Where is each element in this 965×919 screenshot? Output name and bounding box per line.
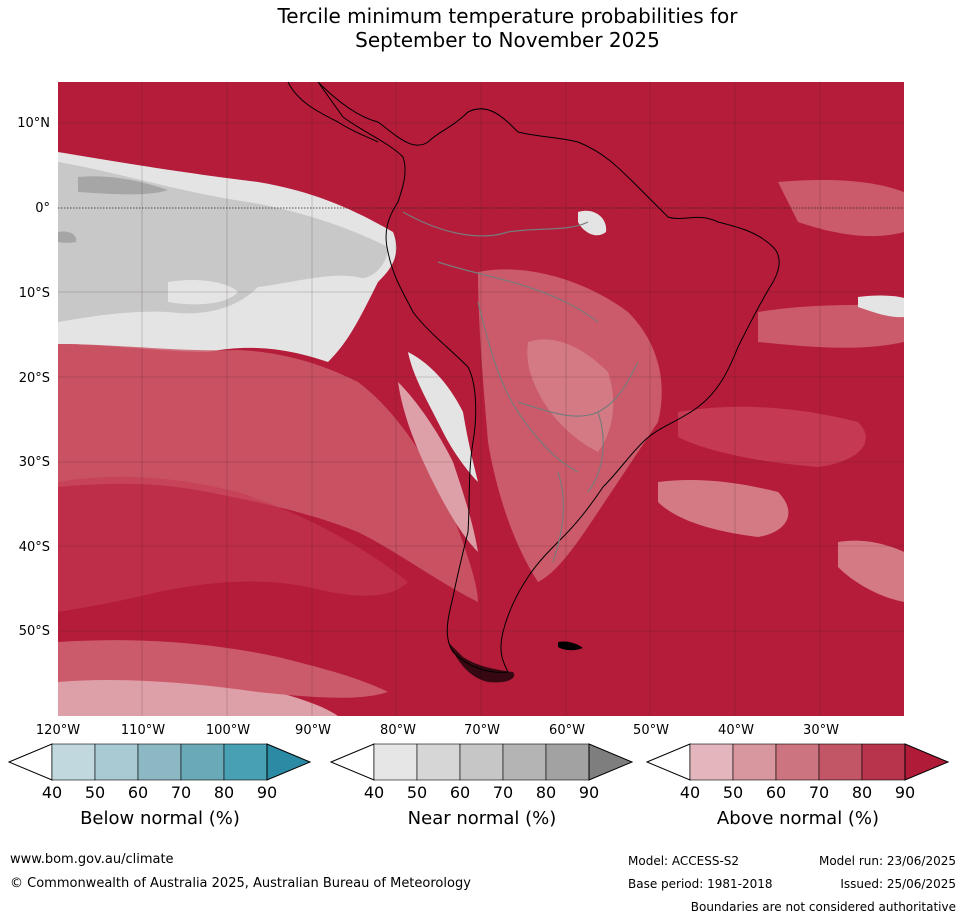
colorbar-swatch <box>904 743 950 781</box>
colorbar-near-svg <box>329 743 634 781</box>
above-normal-title: Above normal (%) <box>716 808 880 829</box>
colorbar-above-svg <box>645 743 950 781</box>
above-normal-80-band <box>58 476 408 612</box>
lat-label-30s: 30°S <box>18 455 50 470</box>
lon-label-40w: 40°W <box>718 723 754 738</box>
colorbar-swatch <box>732 743 777 781</box>
below-tick-40: 40 <box>41 783 63 802</box>
above-tick-90: 90 <box>894 783 916 802</box>
near-tick-70: 70 <box>492 783 514 802</box>
below-tick-80: 80 <box>213 783 235 802</box>
lon-label-120w: 120°W <box>35 723 81 738</box>
above-tick-70: 70 <box>808 783 830 802</box>
near-tick-90: 90 <box>578 783 600 802</box>
lon-label-60w: 60°W <box>549 723 585 738</box>
model-run-text: Model run: 23/06/2025 <box>818 854 956 868</box>
below-tick-70: 70 <box>170 783 192 802</box>
colorbar-swatch <box>545 743 590 781</box>
lon-label-70w: 70°W <box>464 723 500 738</box>
below-tick-50: 50 <box>84 783 106 802</box>
colorbar-swatch <box>51 743 96 781</box>
colorbar-swatch <box>645 743 691 781</box>
above-normal-70-band <box>58 344 478 602</box>
lon-label-30w: 30°W <box>803 723 839 738</box>
colorbar-swatch <box>861 743 906 781</box>
lat-label-0: 0° <box>35 201 50 216</box>
chile-coastal-strip-2 <box>398 382 478 552</box>
colorbar-swatch <box>137 743 182 781</box>
lon-label-80w: 80°W <box>380 723 416 738</box>
atlantic-above-60 <box>658 480 904 602</box>
near-normal-title: Near normal (%) <box>407 808 557 829</box>
near-normal-region-50-b <box>168 280 238 305</box>
lon-label-100w: 100°W <box>205 723 251 738</box>
bom-url-link[interactable]: www.bom.gov.au/climate <box>10 852 174 867</box>
issued-text: Issued: 25/06/2025 <box>840 877 956 891</box>
above-tick-80: 80 <box>851 783 873 802</box>
country-borders <box>402 211 639 563</box>
colorbar-swatch <box>94 743 139 781</box>
near-normal-region-60 <box>58 162 388 322</box>
colorbar-swatch <box>502 743 547 781</box>
title-line-2: September to November 2025 <box>355 28 660 52</box>
map-svg <box>58 81 904 716</box>
probability-map <box>58 81 904 716</box>
colorbar-above-normal <box>645 743 950 787</box>
chile-coastal-strip <box>408 352 478 482</box>
south-america-above-60 <box>527 339 614 452</box>
lon-label-110w: 110°W <box>120 723 166 738</box>
above-tick-60: 60 <box>765 783 787 802</box>
near-tick-60: 60 <box>449 783 471 802</box>
model-text: Model: ACCESS-S2 <box>628 854 740 868</box>
colorbar-swatch <box>775 743 820 781</box>
near-tick-80: 80 <box>535 783 557 802</box>
near-tick-50: 50 <box>406 783 428 802</box>
south-america-coastline <box>317 81 780 673</box>
falkland-islands <box>558 641 583 651</box>
colorbar-swatch <box>689 743 734 781</box>
colorbar-swatch <box>416 743 461 781</box>
colorbar-swatch <box>818 743 863 781</box>
below-tick-60: 60 <box>127 783 149 802</box>
lat-label-40s: 40°S <box>18 540 50 555</box>
above-normal-70-band-2 <box>58 640 388 698</box>
colorbar-below-svg <box>7 743 312 781</box>
below-normal-title: Below normal (%) <box>80 808 240 829</box>
central-america-coast <box>287 81 379 143</box>
above-tick-40: 40 <box>679 783 701 802</box>
atlantic-above-80 <box>678 406 866 467</box>
colorbar-swatch <box>459 743 504 781</box>
near-tick-40: 40 <box>363 783 385 802</box>
lon-label-90w: 90°W <box>295 723 331 738</box>
lon-label-50w: 50°W <box>633 723 669 738</box>
colorbar-swatch <box>588 743 634 781</box>
colorbar-swatch <box>373 743 418 781</box>
colorbar-swatch <box>180 743 225 781</box>
title-line-1: Tercile minimum temperature probabilitie… <box>277 4 738 28</box>
lat-label-50s: 50°S <box>18 624 50 639</box>
below-tick-90: 90 <box>256 783 278 802</box>
base-period-text: Base period: 1981-2018 <box>628 877 773 891</box>
colorbar-near-normal <box>329 743 634 787</box>
graticule <box>58 82 904 716</box>
colorbar-swatch <box>266 743 312 781</box>
map-title: Tercile minimum temperature probabilitie… <box>0 4 965 52</box>
atlantic-near-normal <box>578 210 904 318</box>
lat-label-20s: 20°S <box>18 371 50 386</box>
colorbar-swatch <box>223 743 268 781</box>
tierra-del-fuego <box>448 642 515 683</box>
colorbar-swatch <box>329 743 375 781</box>
near-normal-region-80 <box>58 176 168 243</box>
lat-label-10s: 10°S <box>18 286 50 301</box>
colorbar-below-normal <box>7 743 312 787</box>
colorbar-swatch <box>7 743 53 781</box>
lat-label-10n: 10°N <box>17 116 50 131</box>
boundaries-disclaimer: Boundaries are not considered authoritat… <box>690 900 956 914</box>
copyright-text: © Commonwealth of Australia 2025, Austra… <box>10 876 471 891</box>
above-tick-50: 50 <box>722 783 744 802</box>
